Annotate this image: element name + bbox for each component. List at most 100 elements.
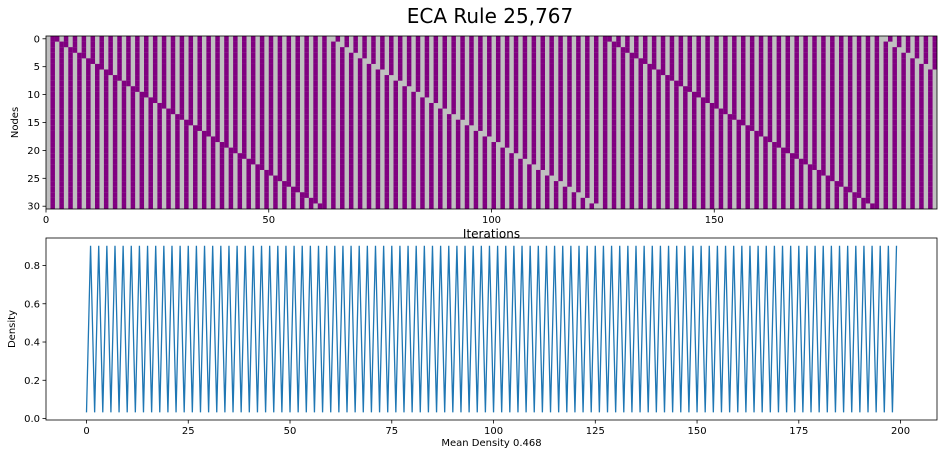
heatmap-cell: [767, 41, 773, 48]
heatmap-cell: [611, 86, 617, 92]
heatmap-cell: [108, 52, 113, 59]
heatmap-cell: [803, 158, 808, 165]
heatmap-cell: [54, 36, 60, 42]
heatmap-cell: [103, 91, 109, 98]
heatmap-cell: [166, 147, 171, 154]
heatmap-cell: [487, 97, 492, 104]
heatmap-cell: [865, 75, 871, 81]
heatmap-cell: [932, 47, 938, 53]
heatmap-cell: [576, 97, 581, 104]
heatmap-cell: [745, 147, 750, 154]
heatmap-cell: [830, 169, 835, 176]
heatmap-cell: [611, 58, 617, 64]
heatmap-y-axis-label: Nodes: [10, 107, 21, 138]
heatmap-cell: [709, 203, 715, 210]
heatmap-cell: [357, 130, 363, 137]
heatmap-cell: [883, 97, 889, 104]
heatmap-cell: [638, 142, 644, 148]
heatmap-cell: [286, 147, 292, 154]
heatmap-cell: [487, 52, 492, 59]
heatmap-cell: [215, 47, 220, 53]
heatmap-cell: [144, 36, 149, 42]
heatmap-cell: [469, 47, 474, 53]
heatmap-cell: [665, 125, 670, 131]
heatmap-cell: [375, 164, 381, 170]
heatmap-cell: [602, 47, 608, 53]
heatmap-cell: [567, 69, 572, 76]
heatmap-cell: [86, 192, 91, 198]
density-x-tick-label: 150: [688, 426, 707, 437]
heatmap-cell: [495, 119, 501, 126]
heatmap-cell: [228, 175, 234, 182]
heatmap-cell: [709, 197, 715, 204]
heatmap-cell: [59, 114, 64, 120]
heatmap-cell: [402, 114, 407, 120]
heatmap-cell: [455, 203, 461, 210]
heatmap-cell: [224, 114, 229, 120]
heatmap-cell: [157, 136, 162, 143]
heatmap-cell: [77, 130, 82, 137]
heatmap-cell: [233, 97, 238, 104]
heatmap-cell: [322, 181, 327, 187]
heatmap-cell: [103, 136, 109, 143]
heatmap-cell: [86, 169, 91, 176]
heatmap-cell: [166, 175, 171, 182]
heatmap-cell: [910, 80, 915, 87]
heatmap-cell: [763, 203, 768, 210]
heatmap-cell: [513, 80, 519, 87]
heatmap-cell: [901, 80, 906, 87]
heatmap-cell: [812, 136, 817, 143]
heatmap-cell: [357, 86, 363, 92]
heatmap-cell: [821, 169, 826, 176]
heatmap-cell: [683, 102, 688, 109]
heatmap-cell: [901, 86, 906, 92]
heatmap-cell: [763, 169, 768, 176]
heatmap-cell: [393, 203, 398, 210]
heatmap-cell: [803, 41, 808, 48]
heatmap-cell: [540, 63, 545, 70]
heatmap-cell: [188, 108, 194, 115]
heatmap-cell: [277, 130, 283, 137]
heatmap-cell: [767, 97, 773, 104]
heatmap-cell: [206, 102, 211, 109]
heatmap-cell: [170, 47, 176, 53]
heatmap-cell: [340, 136, 345, 143]
heatmap-cell: [393, 130, 398, 137]
heatmap-cell: [518, 197, 523, 204]
heatmap-cell: [224, 142, 229, 148]
heatmap-cell: [340, 102, 345, 109]
heatmap-cell: [838, 125, 844, 131]
heatmap-cell: [59, 142, 64, 148]
heatmap-cell: [740, 47, 746, 53]
heatmap-cell: [68, 119, 73, 126]
heatmap-cell: [130, 142, 136, 148]
heatmap-cell: [611, 125, 617, 131]
heatmap-cell: [513, 108, 519, 115]
heatmap-cell: [242, 58, 247, 64]
heatmap-cell: [77, 186, 82, 193]
heatmap-cell: [286, 41, 292, 48]
heatmap-cell: [348, 181, 354, 187]
heatmap-cell: [763, 181, 768, 187]
heatmap-cell: [295, 125, 300, 131]
heatmap-cell: [95, 69, 100, 76]
heatmap-cell: [740, 36, 746, 42]
heatmap-cell: [201, 164, 207, 170]
heatmap-cell: [691, 175, 697, 182]
heatmap-cell: [807, 175, 813, 182]
heatmap-cell: [246, 197, 251, 204]
heatmap-cell: [112, 169, 118, 176]
heatmap-cell: [745, 130, 750, 137]
heatmap-cell: [108, 36, 113, 42]
heatmap-cell: [812, 69, 817, 76]
heatmap-cell: [331, 47, 336, 53]
heatmap-cell: [665, 80, 670, 87]
density-x-tick-label: 0: [83, 426, 89, 437]
heatmap-cell: [656, 130, 661, 137]
heatmap-cell: [255, 203, 260, 210]
heatmap-cell: [776, 125, 782, 131]
heatmap-cell: [558, 47, 563, 53]
heatmap-cell: [700, 169, 706, 176]
heatmap-cell: [144, 91, 149, 98]
heatmap-cell: [179, 69, 185, 76]
